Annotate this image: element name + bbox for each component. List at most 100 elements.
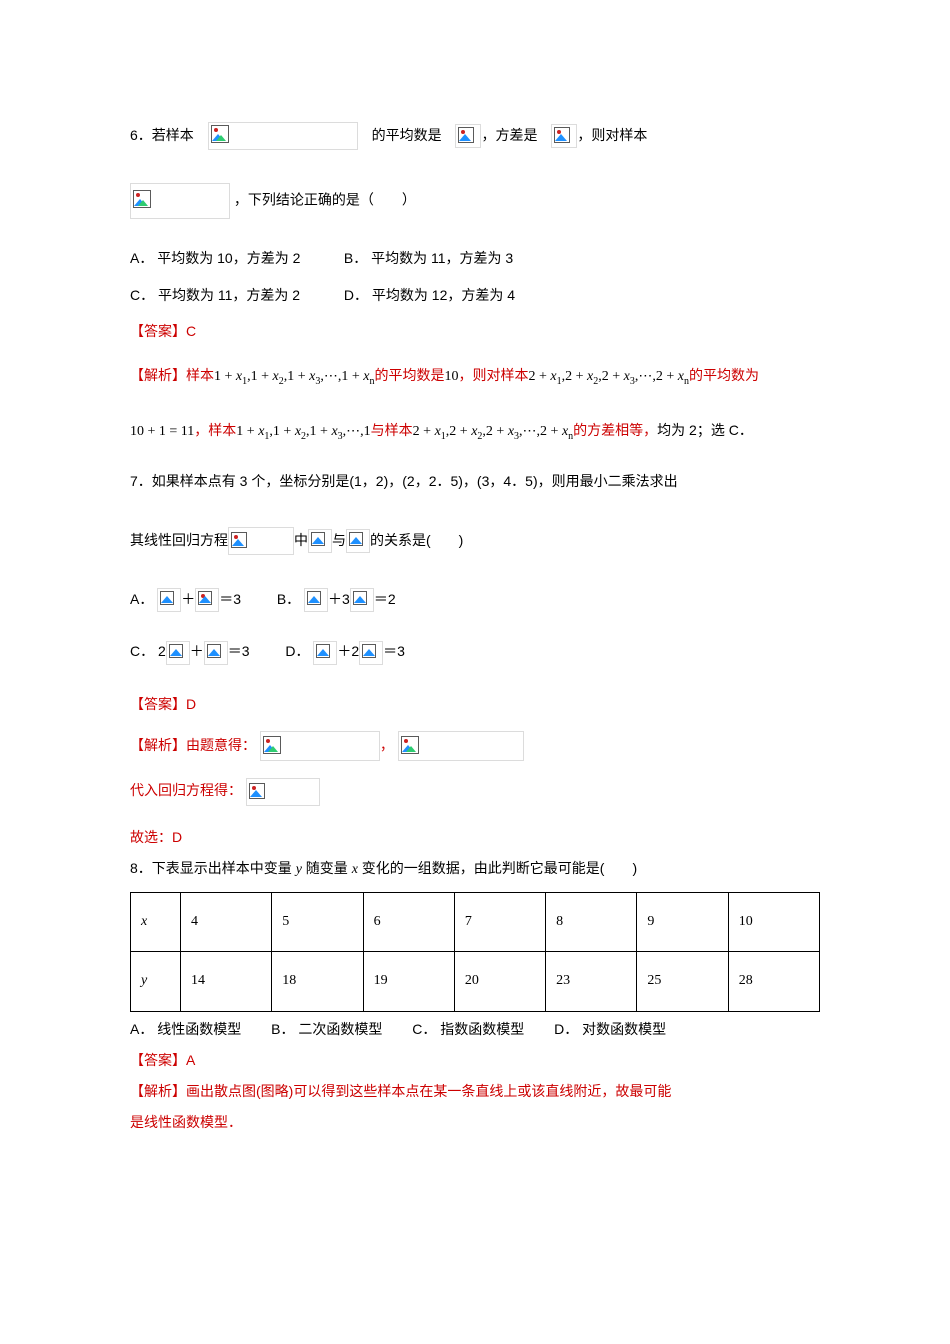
q7-answer: 【答案】D (130, 689, 820, 720)
question-7: 7．如果样本点有 3 个，坐标分别是(1，2)，(2，2．5)，(3，4．5)，… (130, 466, 820, 853)
q7-l2b: 中 (294, 532, 308, 548)
q7-an2: 代入回归方程得： (130, 782, 242, 798)
placeholder-a (308, 529, 332, 553)
q6-math3: 10 + 1 = 11 (130, 424, 194, 439)
q6-optC: C． 平均数为 11，方差为 2 (130, 280, 340, 311)
q7-answer-label: 【答案】 (130, 696, 186, 712)
cell: 19 (363, 952, 454, 1012)
q8-optD: D． 对数函数模型 (554, 1014, 666, 1045)
q8-table: x 4 5 6 7 8 9 10 y 14 18 19 20 23 25 28 (130, 892, 820, 1013)
q7-optD-pre: D． (285, 643, 313, 659)
q7-optC-m2: ＝3 (228, 643, 250, 659)
q8-answer-val: A (186, 1052, 195, 1068)
cell: 4 (181, 892, 272, 952)
answer-label: 【答案】 (130, 323, 186, 339)
q7-analysis1: 【解析】由题意得： ， (130, 730, 820, 761)
q6-an-d: ，则对样本 (459, 367, 529, 383)
cell: 25 (637, 952, 728, 1012)
cell: 9 (637, 892, 728, 952)
q6-an2-c: 的方差相等， (573, 422, 657, 438)
q6-prefix: 6．若样本 (130, 127, 194, 143)
q8-answer: 【答案】A (130, 1045, 820, 1076)
q7-optB-m2: ＝2 (374, 591, 396, 607)
table-row: x 4 5 6 7 8 9 10 (131, 892, 820, 952)
q7-answer-val: D (186, 696, 196, 712)
question-8: 8．下表显示出样本中变量 y 随变量 x 变化的一组数据，由此判断它最可能是( … (130, 853, 820, 1138)
cell: 14 (181, 952, 272, 1012)
cell: 18 (272, 952, 363, 1012)
q6-mid2: ，方差是 (481, 127, 537, 143)
placeholder-image-sample (208, 122, 358, 150)
q8-optB: B． 二次函数模型 (271, 1014, 382, 1045)
q6-an-c: 10 (445, 369, 459, 384)
q6-mid1: 的平均数是 (372, 127, 442, 143)
q7-optA-m2: ＝3 (219, 591, 241, 607)
q7-l2c: 与 (332, 532, 346, 548)
cell: 20 (454, 952, 545, 1012)
q6-an-e: 的平均数为 (689, 367, 759, 383)
cell-x-label: x (131, 892, 181, 952)
ph-reg-eq (246, 778, 320, 806)
q8-analysis2: 是线性函数模型． (130, 1107, 820, 1138)
cell-y-label: y (131, 952, 181, 1012)
q8-tb: 随变量 (302, 860, 352, 876)
ph-b2 (350, 588, 374, 612)
q7-optC-pre: C． 2 (130, 643, 166, 659)
q6-line2-suffix: ，下列结论正确的是（ ） (234, 192, 416, 208)
q8-analysis: 【解析】画出散点图(图略)可以得到这些样本点在某一条直线上或该直线附近，故最可能 (130, 1076, 820, 1107)
q7-text: 7．如果样本点有 3 个，坐标分别是(1，2)，(2，2．5)，(3，4．5)，… (130, 466, 820, 497)
q6-an-a: 样本 (186, 367, 214, 383)
question-6: 6．若样本 的平均数是 ，方差是 ，则对样本 ，下列结论正确的是（ ） A． 平… (130, 120, 820, 450)
q7-an1b: ， (380, 737, 394, 753)
q8-tc: 变化的一组数据，由此判断它最可能是( ) (358, 860, 637, 876)
q6-analysis-line2: 10 + 1 = 11，样本1 + x1,1 + x2,1 + x3,⋯,1与样… (130, 412, 820, 450)
q8-options: A． 线性函数模型 B． 二次函数模型 C． 指数函数模型 D． 对数函数模型 (130, 1014, 820, 1045)
analysis-label: 【解析】 (130, 367, 186, 383)
q7-optD-m1: ＋2 (337, 643, 359, 659)
cell: 28 (728, 952, 819, 1012)
placeholder-image-sample2 (130, 183, 230, 219)
q8-answer-label: 【答案】 (130, 1052, 186, 1068)
q6-analysis-line1: 【解析】样本1 + x1,1 + x2,1 + x3,⋯,1 + xn的平均数是… (130, 357, 820, 395)
q7-l2d: 的关系是( ) (370, 532, 463, 548)
q8-text: 8．下表显示出样本中变量 y 随变量 x 变化的一组数据，由此判断它最可能是( … (130, 853, 820, 886)
q6-an2-a: ，样本 (194, 422, 236, 438)
ph-c2 (204, 641, 228, 665)
q6-optD: D． 平均数为 12，方差为 4 (344, 287, 515, 303)
ph-a1 (157, 588, 181, 612)
ph-d2 (359, 641, 383, 665)
cell: 8 (546, 892, 637, 952)
q7-opts-row1: A． ＋ ＝3 B． ＋3 ＝2 (130, 584, 820, 615)
table-row: y 14 18 19 20 23 25 28 (131, 952, 820, 1012)
q6-optB: B． 平均数为 11，方差为 3 (344, 250, 513, 266)
q6-answer: 【答案】C (130, 316, 820, 347)
q7-conclude: 故选：D (130, 822, 820, 853)
placeholder-eq (228, 527, 294, 555)
ph-ybar (398, 731, 524, 761)
q7-optB-pre: B． (277, 591, 304, 607)
q6-math4: 1 + x1,1 + x2,1 + x3,⋯,1 (236, 424, 370, 439)
cell: 6 (363, 892, 454, 952)
q6-line1: 6．若样本 的平均数是 ，方差是 ，则对样本 (130, 120, 820, 151)
q6-mid3: ，则对样本 (577, 127, 647, 143)
q8-ta: 8．下表显示出样本中变量 (130, 860, 296, 876)
q7-l2a: 其线性回归方程 (130, 532, 228, 548)
q6-line2: ，下列结论正确的是（ ） (130, 183, 820, 219)
q7-optD-m2: ＝3 (383, 643, 405, 659)
q8-optC: C． 指数函数模型 (412, 1014, 524, 1045)
q6-options-row1: A． 平均数为 10，方差为 2 B． 平均数为 11，方差为 3 (130, 243, 820, 274)
ph-xbar (260, 731, 380, 761)
q7-optC-m1: ＋ (190, 643, 204, 659)
q7-optA-m1: ＋ (181, 591, 195, 607)
q7-line2: 其线性回归方程 中 与 的关系是( ) (130, 525, 820, 556)
cell: 10 (728, 892, 819, 952)
ph-d1 (313, 641, 337, 665)
cell: 7 (454, 892, 545, 952)
q7-an1: 【解析】由题意得： (130, 737, 256, 753)
cell: 5 (272, 892, 363, 952)
ph-b1 (304, 588, 328, 612)
q7-optA-pre: A． (130, 591, 157, 607)
q7-opts-row2: C． 2 ＋ ＝3 D． ＋2 ＝3 (130, 636, 820, 667)
placeholder-b (346, 529, 370, 553)
q7-optB-m1: ＋3 (328, 591, 350, 607)
